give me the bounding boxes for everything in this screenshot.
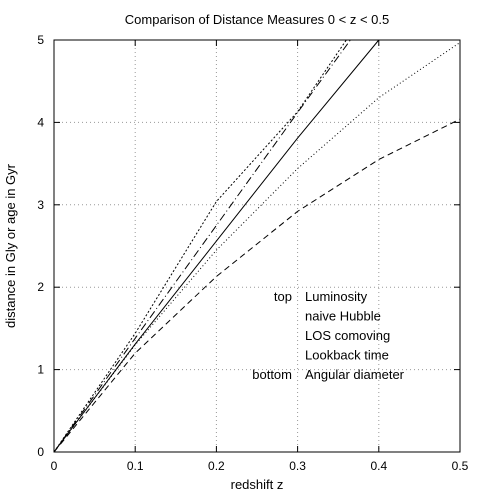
- x-tick-label: 0.2: [208, 459, 225, 473]
- plot-frame: [53, 39, 461, 453]
- y-axis-label: distance in Gly or age in Gyr: [3, 163, 18, 328]
- y-tick-label: 3: [37, 198, 44, 212]
- y-tick-label: 2: [37, 280, 44, 294]
- chart-title: Comparison of Distance Measures 0 < z < …: [125, 12, 389, 27]
- y-tick-label: 0: [37, 445, 44, 459]
- x-tick-label: 0.5: [452, 459, 469, 473]
- legend-entry: Luminosity: [305, 289, 368, 304]
- series-line-lookback-time: [53, 42, 461, 453]
- y-tick-label: 5: [37, 33, 44, 47]
- legend: Luminosity naive Hubble LOS comoving Lookba…: [252, 289, 404, 382]
- legend-marker-bottom: bottom: [252, 367, 292, 382]
- x-tick-label: 0.3: [289, 459, 306, 473]
- grid-lines: [54, 40, 460, 452]
- series-line-los-comoving: [53, 39, 380, 453]
- x-axis-label: redshift z: [231, 477, 284, 492]
- legend-entry: naive Hubble: [305, 309, 381, 324]
- legend-marker-top: top: [274, 289, 292, 304]
- y-tick-label: 4: [37, 115, 44, 129]
- series-line-naive-hubble: [53, 39, 351, 453]
- series-lines: [53, 39, 461, 453]
- legend-entry: Lookback time: [305, 348, 389, 363]
- axis-ticks: 0 0.1 0.2 0.3 0.4 0.5 0 1 2 3 4 5: [37, 33, 468, 473]
- legend-entry: LOS comoving: [305, 328, 390, 343]
- series-line-luminosity: [53, 39, 347, 453]
- y-tick-label: 1: [37, 363, 44, 377]
- x-tick-label: 0.1: [127, 459, 144, 473]
- series-line-angular-diameter: [53, 118, 461, 453]
- x-tick-label: 0: [51, 459, 58, 473]
- legend-entry: Angular diameter: [305, 367, 405, 382]
- x-tick-label: 0.4: [370, 459, 387, 473]
